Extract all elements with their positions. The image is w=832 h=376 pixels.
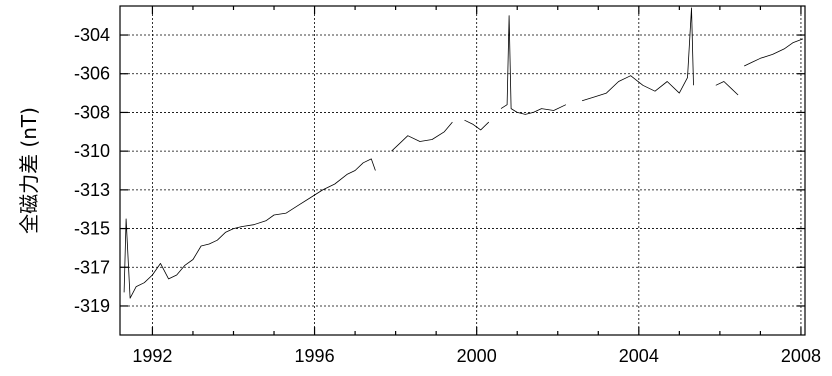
tick-labels: -304 -306 -308 -310 -313 -315 -317 -319 1992 1996… [74, 25, 821, 366]
y-tick-label: -310 [74, 141, 110, 161]
y-tick-label: -317 [74, 257, 110, 277]
y-tick-label: -304 [74, 25, 110, 45]
data-series [123, 7, 804, 299]
y-tick-label: -313 [74, 180, 110, 200]
grid [120, 6, 805, 335]
series-segment [581, 7, 694, 102]
y-tick-label: -315 [74, 219, 110, 239]
plot-frame [119, 5, 806, 336]
x-tick-label: 2004 [619, 346, 659, 366]
series-segment [500, 15, 567, 115]
x-tick-label: 1996 [295, 346, 335, 366]
x-tick-label: 2008 [781, 346, 821, 366]
series-segment [391, 121, 453, 152]
x-tick-label: 2000 [457, 346, 497, 366]
series-segment [715, 81, 739, 96]
tick-marks [120, 6, 805, 335]
y-tick-label: -306 [74, 64, 110, 84]
series-segment [744, 38, 804, 67]
x-tick-label: 1992 [132, 346, 172, 366]
y-axis-title: 全磁力差 (nT) [17, 107, 41, 234]
series-segment [464, 119, 490, 131]
y-tick-label: -319 [74, 296, 110, 316]
series-segment [123, 158, 376, 299]
y-tick-label: -308 [74, 102, 110, 122]
